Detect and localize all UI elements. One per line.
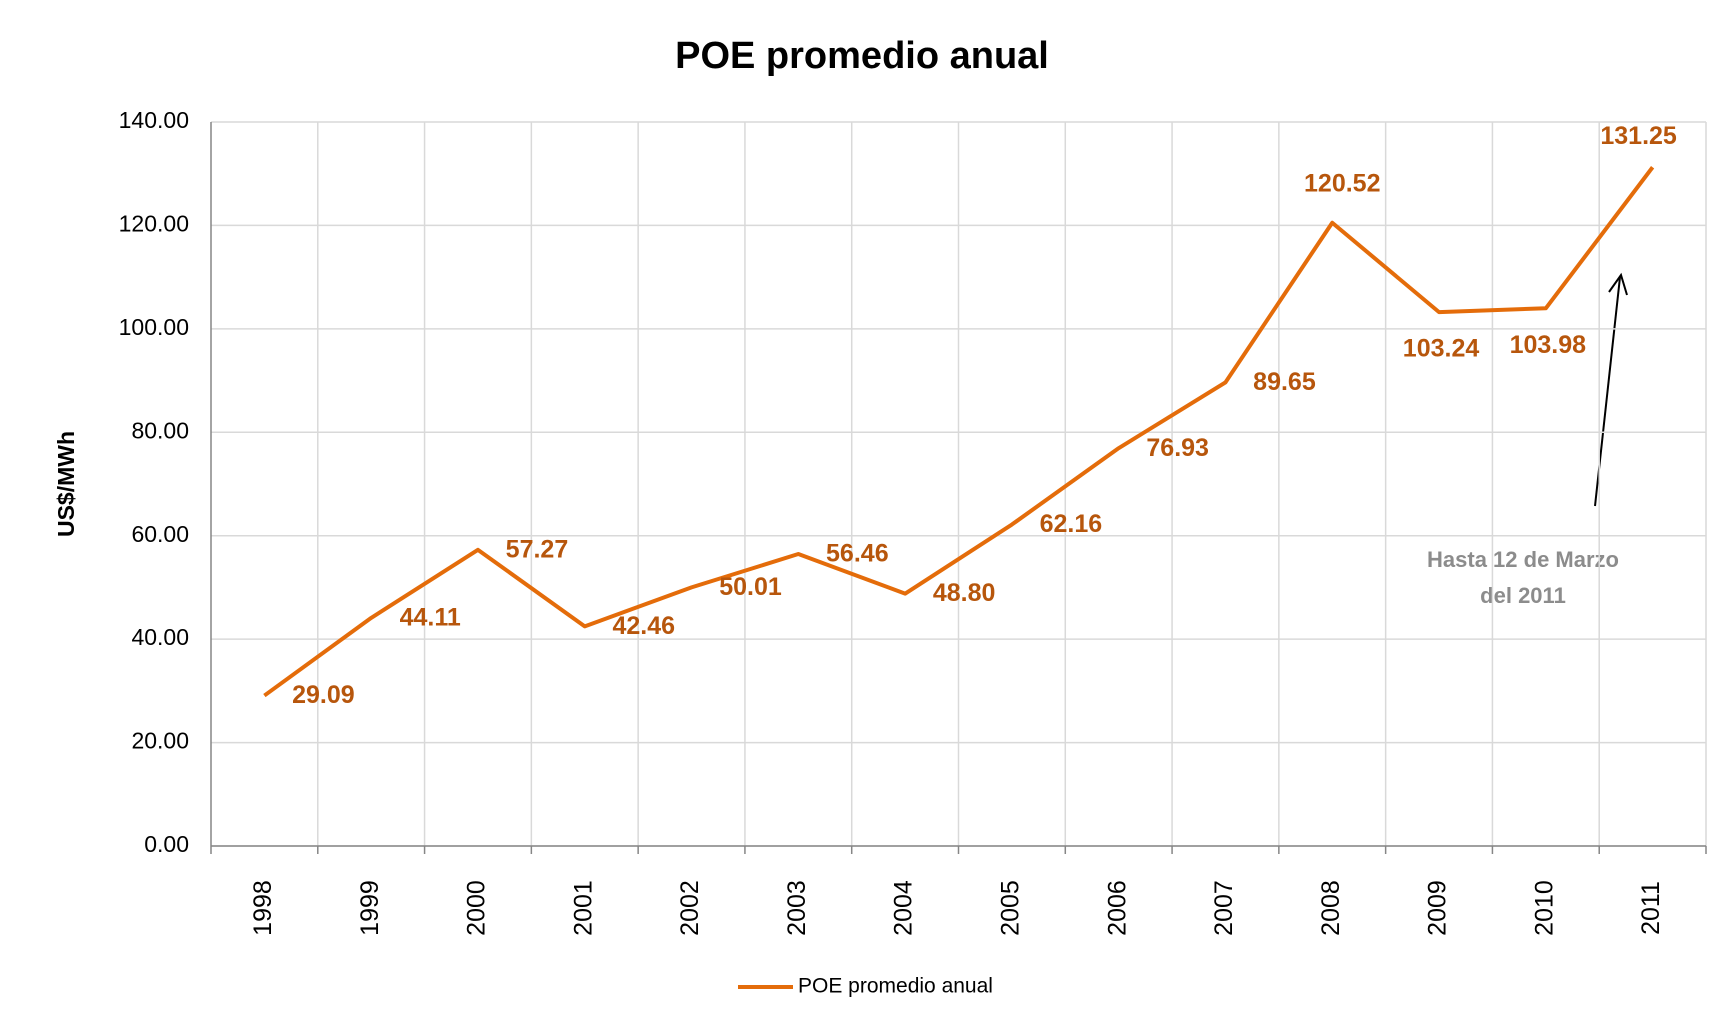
data-label: 57.27 bbox=[506, 535, 569, 563]
x-tick-label: 2008 bbox=[1317, 880, 1345, 936]
y-tick-label: 80.00 bbox=[131, 417, 189, 443]
data-label: 76.93 bbox=[1146, 434, 1209, 462]
y-tick-label: 20.00 bbox=[131, 728, 189, 754]
x-tick-label: 2011 bbox=[1637, 881, 1665, 935]
y-tick-label: 40.00 bbox=[131, 624, 189, 650]
x-tick-label: 1998 bbox=[249, 880, 277, 936]
x-tick-label: 2003 bbox=[783, 880, 811, 936]
data-label: 103.24 bbox=[1403, 335, 1480, 363]
x-tick-label: 2000 bbox=[463, 880, 491, 936]
y-tick-label: 0.00 bbox=[144, 831, 189, 857]
y-tick-label: 100.00 bbox=[119, 314, 189, 340]
x-tick-label: 2001 bbox=[569, 880, 597, 936]
data-label: 42.46 bbox=[612, 612, 675, 640]
y-tick-label: 120.00 bbox=[119, 211, 189, 237]
data-label: 62.16 bbox=[1040, 510, 1103, 538]
data-label: 131.25 bbox=[1600, 122, 1677, 150]
data-label: 120.52 bbox=[1304, 169, 1380, 197]
x-tick-label: 2010 bbox=[1530, 880, 1558, 936]
data-label: 50.01 bbox=[719, 573, 782, 601]
data-label: 48.80 bbox=[933, 579, 996, 607]
legend-label: POE promedio anual bbox=[798, 975, 993, 998]
y-axis-label: US$/MWh bbox=[53, 431, 79, 537]
x-tick-label: 2006 bbox=[1103, 880, 1131, 936]
data-label: 29.09 bbox=[292, 681, 355, 709]
annotation-arrowhead bbox=[1608, 272, 1628, 296]
data-label: 89.65 bbox=[1253, 368, 1316, 396]
data-label: 56.46 bbox=[826, 540, 889, 568]
x-tick-label: 2009 bbox=[1424, 880, 1452, 936]
line bbox=[263, 166, 1655, 698]
y-tick-label: 140.00 bbox=[119, 107, 189, 133]
data-label: 103.98 bbox=[1510, 331, 1587, 359]
x-tick-label: 2002 bbox=[676, 880, 704, 936]
y-tick-label: 60.00 bbox=[131, 521, 189, 547]
x-tick-label: 2004 bbox=[890, 880, 918, 936]
data-label: 44.11 bbox=[400, 603, 461, 631]
x-tick-label: 1999 bbox=[356, 880, 384, 936]
x-tick-label: 2005 bbox=[997, 880, 1025, 936]
x-tick-label: 2007 bbox=[1210, 880, 1238, 936]
annotation: Hasta 12 de Marzo bbox=[1427, 547, 1619, 572]
chart-title: POE promedio anual bbox=[675, 35, 1049, 77]
annotation: del 2011 bbox=[1480, 583, 1566, 608]
